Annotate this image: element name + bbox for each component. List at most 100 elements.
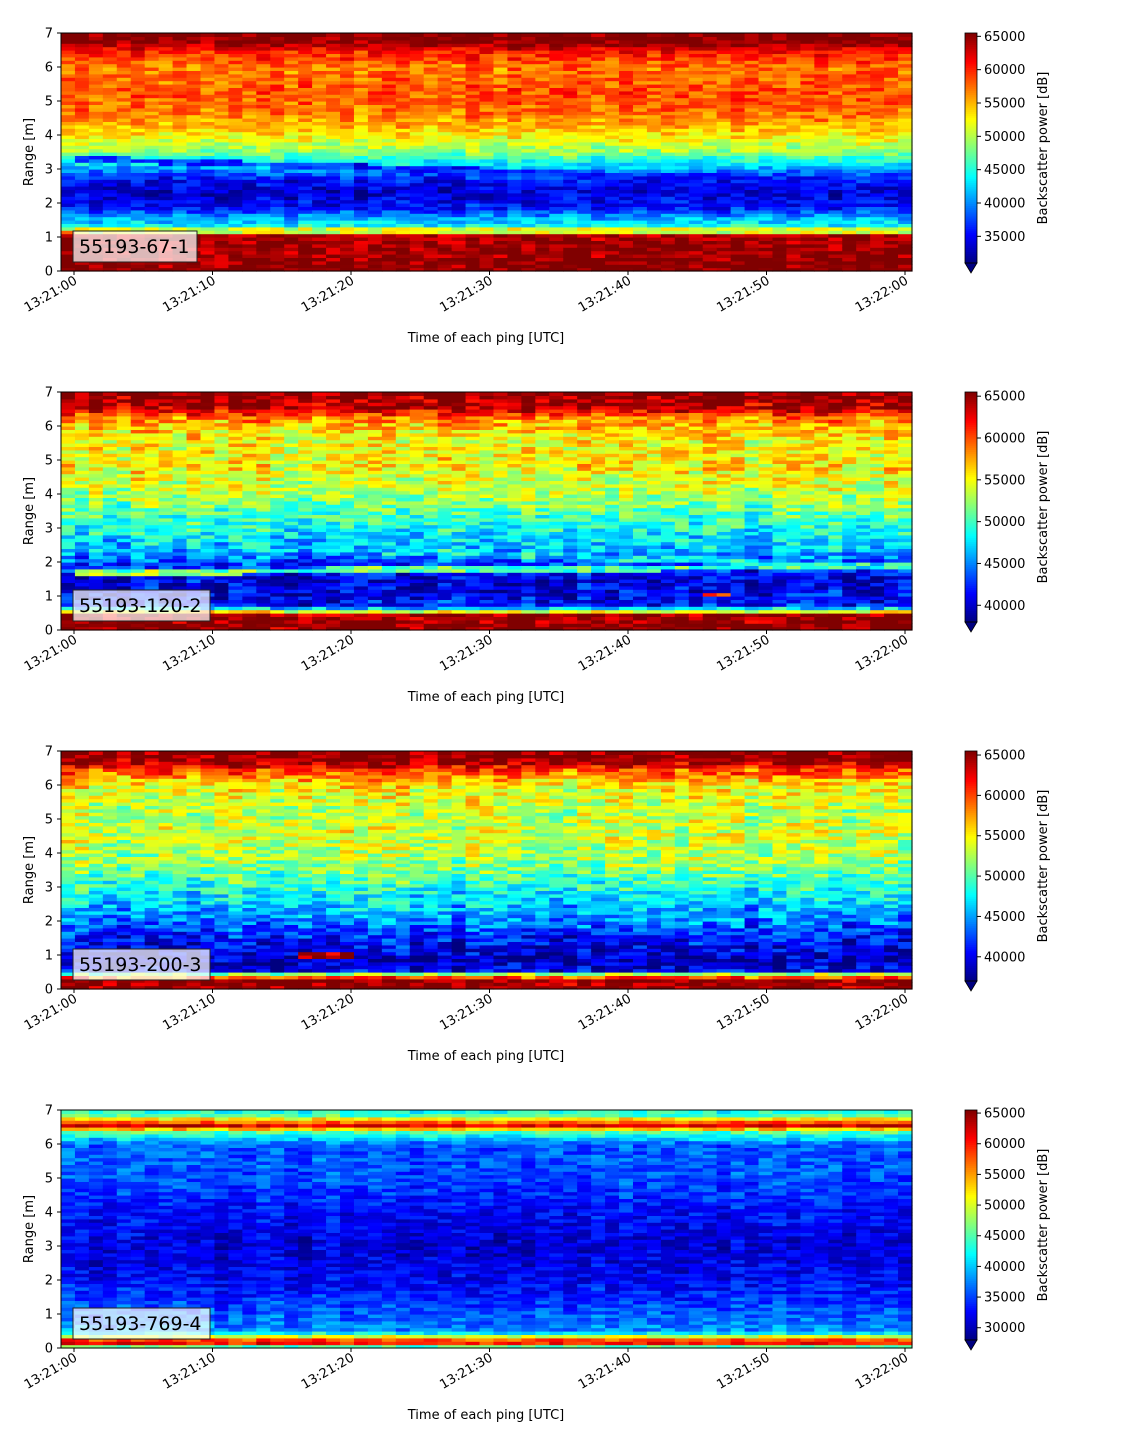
heatmap-cell [326, 182, 341, 187]
heatmap-cell [884, 175, 899, 180]
heatmap-cell [577, 162, 592, 167]
heatmap-cell [744, 141, 760, 146]
heatmap-cell [228, 264, 243, 269]
heatmap-cell [758, 216, 774, 221]
heatmap-cell [74, 175, 90, 180]
heatmap-cell [200, 53, 216, 58]
heatmap-cell [88, 267, 104, 272]
heatmap-cell [563, 237, 578, 241]
heatmap-cell [535, 101, 550, 105]
heatmap-cell [367, 158, 383, 163]
heatmap-cell [702, 39, 718, 44]
heatmap-cell [395, 36, 411, 41]
heatmap-cell [493, 182, 509, 187]
heatmap-cell [465, 50, 481, 54]
heatmap-cell [200, 243, 216, 248]
heatmap-cell [800, 128, 815, 133]
heatmap-cell [326, 107, 341, 112]
heatmap-cell [535, 186, 550, 190]
heatmap-cell [340, 158, 355, 163]
heatmap-cell [395, 189, 411, 194]
heatmap-cell [61, 80, 76, 85]
heatmap-cell [465, 101, 481, 105]
heatmap-cell [61, 402, 76, 407]
heatmap-cell [563, 33, 578, 37]
heatmap-cell [409, 169, 425, 173]
heatmap-cell [61, 135, 76, 139]
heatmap-cell [381, 155, 397, 160]
heatmap-cell [102, 175, 118, 180]
heatmap-cell [730, 94, 746, 99]
heatmap-cell [716, 141, 732, 146]
heatmap-cell [367, 87, 383, 92]
heatmap-cell [591, 182, 606, 187]
heatmap-cell [88, 67, 104, 71]
heatmap-cell [521, 101, 536, 105]
heatmap-cell [312, 138, 327, 143]
heatmap-cell [423, 264, 439, 269]
heatmap-cell [367, 169, 383, 173]
heatmap-cell [716, 101, 732, 105]
heatmap-cell [619, 213, 634, 218]
heatmap-cell [409, 203, 425, 207]
heatmap-cell [730, 233, 746, 238]
heatmap-cell [465, 220, 481, 224]
heatmap-cell [660, 107, 676, 112]
heatmap-cell [326, 247, 341, 252]
heatmap-cell [674, 216, 690, 221]
heatmap-cell [493, 56, 509, 61]
heatmap-cell [186, 135, 202, 139]
heatmap-cell [800, 213, 815, 218]
heatmap-cell [577, 240, 592, 245]
heatmap-cell [465, 67, 481, 71]
heatmap-cell [451, 135, 467, 139]
heatmap-cell [367, 73, 383, 78]
heatmap-cell [772, 73, 788, 78]
heatmap-cell [646, 124, 662, 129]
heatmap-cell [214, 107, 230, 112]
heatmap-cell [577, 145, 592, 150]
heatmap-cell [340, 107, 355, 112]
heatmap-cell [74, 172, 90, 177]
heatmap-cell [549, 192, 564, 197]
heatmap-cell [674, 240, 690, 245]
heatmap-cell [605, 46, 620, 51]
x-tick-label: 13:21:50 [714, 273, 772, 315]
heatmap-cell [493, 101, 509, 105]
heatmap-cell [409, 39, 425, 44]
heatmap-cell [61, 264, 76, 269]
heatmap-cell [437, 90, 453, 95]
heatmap-cell [172, 216, 188, 221]
heatmap-cell [521, 84, 536, 88]
heatmap-cell [423, 124, 439, 129]
heatmap-cell [674, 145, 690, 150]
heatmap-cell [214, 141, 230, 146]
heatmap-cell [353, 247, 369, 252]
y-axis-label: Range [m] [22, 118, 37, 186]
heatmap-cell [270, 152, 285, 156]
heatmap-cell [144, 172, 160, 177]
heatmap-cell [130, 94, 146, 99]
heatmap-cell [270, 43, 285, 48]
heatmap-cell [800, 175, 815, 180]
heatmap-cell [605, 243, 620, 248]
heatmap-cell [130, 101, 146, 105]
heatmap-cell [242, 257, 257, 262]
heatmap-cell [74, 162, 90, 167]
heatmap-cell [144, 94, 160, 99]
heatmap-cell [591, 80, 606, 85]
heatmap-cell [298, 46, 313, 51]
heatmap-cell [326, 162, 341, 167]
heatmap-cell [437, 240, 453, 245]
heatmap-cell [688, 257, 704, 262]
heatmap-cell [200, 172, 216, 177]
heatmap-cell [563, 175, 578, 180]
heatmap-cell [102, 36, 118, 41]
heatmap-cell [74, 152, 90, 156]
heatmap-cell [479, 97, 495, 102]
heatmap-cell [507, 56, 522, 61]
heatmap-cell [102, 70, 118, 75]
heatmap-cell [800, 192, 815, 197]
heatmap-cell [102, 141, 118, 146]
heatmap-cell [800, 203, 815, 207]
